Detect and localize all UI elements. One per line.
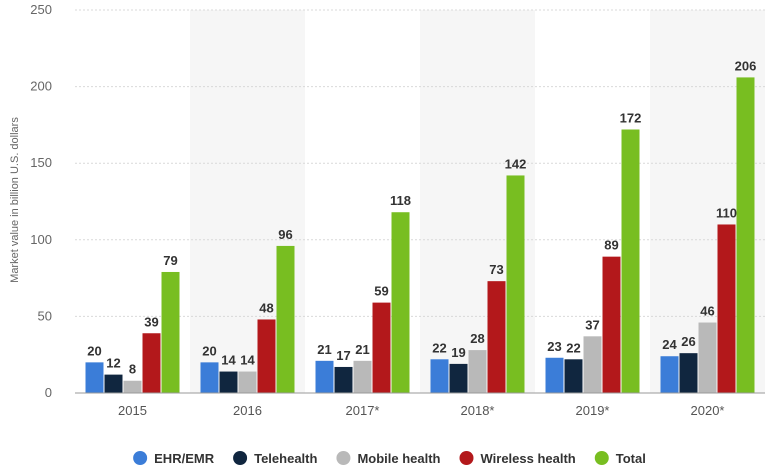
- data-label: 21: [317, 342, 331, 357]
- bar-telehealth-0: [104, 374, 123, 393]
- legend-item-mobile-health[interactable]: Mobile health: [336, 451, 441, 466]
- bar-ehr-emr-5: [660, 356, 679, 393]
- data-label: 24: [662, 337, 677, 352]
- legend-item-ehr-emr[interactable]: EHR/EMR: [133, 451, 215, 466]
- y-tick-label: 250: [30, 2, 52, 17]
- legend-label: Total: [616, 451, 646, 466]
- data-label: 96: [278, 227, 292, 242]
- data-label: 28: [470, 331, 484, 346]
- bar-total-0: [161, 271, 180, 393]
- bar-ehr-emr-1: [200, 362, 219, 393]
- bar-wireless-health-5: [717, 224, 736, 393]
- legend-marker: [594, 451, 609, 465]
- bar-mobile-health-5: [698, 322, 717, 393]
- data-label: 79: [163, 253, 177, 268]
- bar-ehr-emr-0: [85, 362, 104, 393]
- legend-marker: [459, 451, 474, 465]
- bar-wireless-health-4: [602, 256, 621, 393]
- bars: [85, 77, 755, 394]
- x-tick-label: 2020*: [691, 403, 725, 418]
- bar-total-1: [276, 245, 295, 393]
- data-label: 21: [355, 342, 369, 357]
- bar-total-5: [736, 77, 755, 394]
- data-label: 20: [202, 343, 216, 358]
- data-label: 37: [585, 317, 599, 332]
- data-label: 73: [489, 262, 503, 277]
- legend-item-telehealth[interactable]: Telehealth: [233, 451, 317, 466]
- y-tick-label: 50: [38, 308, 52, 323]
- bar-mobile-health-2: [353, 360, 372, 393]
- bar-total-2: [391, 212, 410, 393]
- legend-item-total[interactable]: Total: [594, 451, 646, 466]
- data-label: 22: [566, 340, 580, 355]
- legend-label: Wireless health: [481, 451, 576, 466]
- data-label: 172: [620, 110, 642, 125]
- legend-label: Telehealth: [254, 451, 317, 466]
- data-label: 17: [336, 348, 350, 363]
- legend-marker: [133, 451, 148, 465]
- bar-mobile-health-3: [468, 350, 487, 393]
- data-label: 19: [451, 345, 465, 360]
- bar-mobile-health-1: [238, 371, 257, 393]
- bar-telehealth-1: [219, 371, 238, 393]
- x-tick-label: 2016: [233, 403, 262, 418]
- data-label: 110: [716, 205, 737, 220]
- bar-total-3: [506, 175, 525, 393]
- legend-marker: [336, 451, 351, 465]
- y-tick-label: 150: [30, 155, 52, 170]
- legend: EHR/EMR Telehealth Mobile health Wireless h…: [133, 451, 646, 466]
- bar-telehealth-5: [679, 353, 698, 393]
- data-label: 89: [604, 238, 618, 253]
- data-label: 118: [390, 193, 411, 208]
- data-label: 14: [221, 353, 236, 368]
- data-label: 22: [432, 340, 446, 355]
- bar-wireless-health-2: [372, 302, 391, 393]
- legend-label: EHR/EMR: [154, 451, 215, 466]
- y-tick-label: 100: [30, 232, 52, 247]
- bar-total-4: [621, 129, 640, 393]
- bar-mobile-health-0: [123, 380, 142, 393]
- y-axis-ticks: 0 50 100 150 200 250: [30, 2, 52, 400]
- bar-telehealth-4: [564, 359, 583, 393]
- x-tick-label: 2019*: [576, 403, 610, 418]
- data-label: 12: [106, 356, 120, 371]
- y-axis-label: Market value in billion U.S. dollars: [9, 117, 21, 283]
- bar-telehealth-2: [334, 366, 353, 393]
- y-tick-label: 0: [45, 385, 52, 400]
- data-label: 23: [547, 339, 561, 354]
- legend-item-wireless-health[interactable]: Wireless health: [459, 451, 576, 466]
- data-label: 20: [87, 343, 101, 358]
- data-labels: 20 12 8 39 79 20 14 14 48 96 21 17 21 59 118 22 19 28 73 14…: [87, 58, 756, 376]
- bar-mobile-health-4: [583, 336, 602, 393]
- bar-telehealth-3: [449, 363, 468, 393]
- data-label: 206: [735, 58, 757, 73]
- x-tick-label: 2017*: [346, 403, 380, 418]
- bar-wireless-health-1: [257, 319, 276, 393]
- bar-ehr-emr-4: [545, 357, 564, 393]
- data-label: 26: [681, 334, 695, 349]
- data-label: 59: [374, 284, 388, 299]
- bar-wireless-health-3: [487, 281, 506, 393]
- data-label: 46: [700, 304, 714, 319]
- x-tick-label: 2015: [118, 403, 147, 418]
- legend-label: Mobile health: [357, 451, 440, 466]
- data-label: 8: [129, 362, 136, 377]
- y-tick-label: 200: [30, 79, 52, 94]
- data-label: 142: [505, 156, 527, 171]
- bar-ehr-emr-3: [430, 359, 449, 393]
- data-label: 48: [259, 300, 273, 315]
- legend-marker: [233, 451, 248, 465]
- x-tick-label: 2018*: [461, 403, 495, 418]
- bar-ehr-emr-2: [315, 360, 334, 393]
- data-label: 14: [240, 353, 255, 368]
- bar-wireless-health-0: [142, 333, 161, 393]
- x-axis-ticks: 2015 2016 2017* 2018* 2019* 2020*: [118, 403, 724, 418]
- data-label: 39: [144, 314, 158, 329]
- grid-lines: [75, 9, 765, 317]
